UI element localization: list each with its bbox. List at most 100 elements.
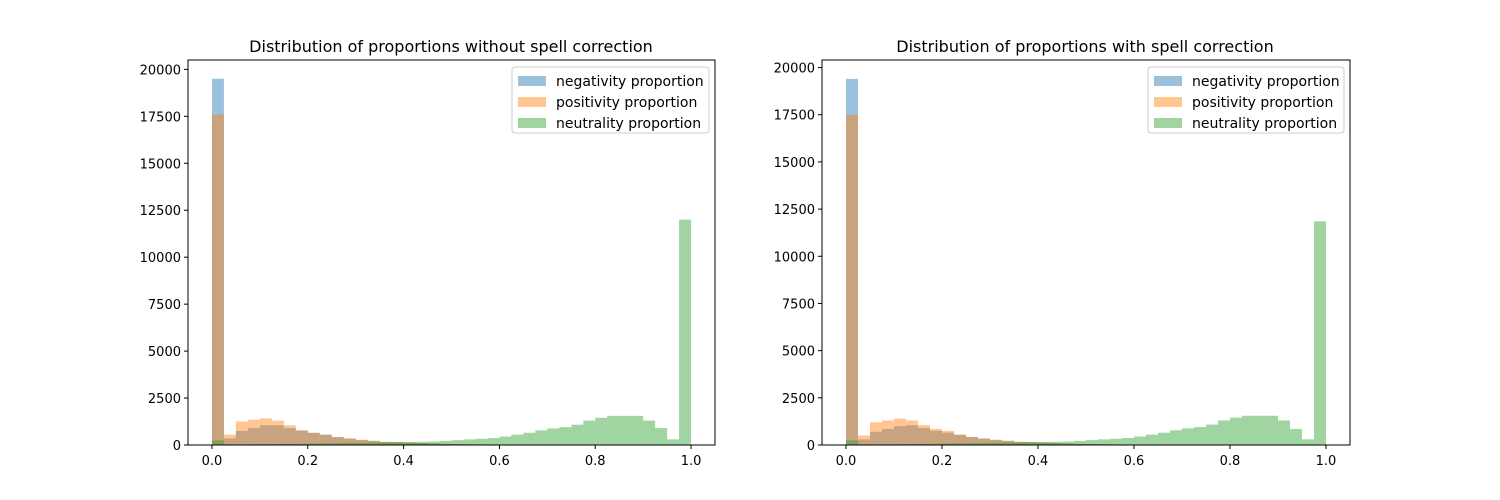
bar-neutrality-38 [1302, 439, 1314, 445]
bar-neutrality-37 [655, 428, 668, 445]
bar-neutrality-39 [1314, 221, 1326, 445]
bars-group [211, 78, 692, 446]
bar-positivity-5 [906, 420, 918, 445]
bar-neutrality-12 [990, 442, 1002, 445]
bar-negativity-19 [439, 443, 452, 445]
legend: negativity proportion positivity proporti… [511, 66, 710, 134]
bar-neutrality-0 [211, 440, 224, 445]
bar-neutrality-19 [439, 440, 452, 445]
bar-positivity-13 [367, 440, 380, 445]
bar-negativity-9 [954, 434, 966, 445]
bar-negativity-17 [1050, 443, 1062, 445]
bar-negativity-7 [930, 430, 942, 445]
bar-negativity-1 [223, 438, 236, 445]
bar-positivity-2 [870, 422, 882, 445]
bar-neutrality-16 [1038, 441, 1050, 445]
bar-neutrality-6 [918, 443, 930, 445]
x-tick-label: 0.4 [1028, 454, 1049, 469]
bar-neutrality-17 [1050, 441, 1062, 445]
bar-negativity-12 [990, 439, 1002, 445]
bar-negativity-12 [355, 439, 368, 445]
bar-negativity-8 [307, 432, 320, 445]
bar-positivity-1 [858, 435, 870, 445]
bar-neutrality-14 [379, 442, 392, 445]
bar-neutrality-33 [607, 415, 620, 445]
y-tick-label: 5000 [148, 345, 181, 360]
bar-neutrality-35 [1266, 415, 1278, 445]
bar-positivity-11 [343, 438, 356, 445]
bar-neutrality-33 [1242, 415, 1254, 445]
legend-box [1147, 66, 1345, 134]
bar-negativity-11 [978, 438, 990, 445]
bar-neutrality-28 [547, 428, 560, 445]
bar-neutrality-10 [966, 443, 978, 445]
y-tick-label: 15000 [774, 156, 815, 171]
x-tick-label: 0.8 [1220, 454, 1241, 469]
bar-positivity-11 [978, 438, 990, 445]
bar-positivity-15 [391, 442, 404, 445]
bar-neutrality-23 [1122, 438, 1134, 445]
chart-without-spell-correction: Distribution of proportions without spel… [140, 37, 716, 469]
bar-neutrality-16 [403, 441, 416, 445]
bar-negativity-15 [1026, 442, 1038, 445]
bar-negativity-1 [858, 439, 870, 445]
bar-neutrality-18 [1062, 441, 1074, 445]
y-tick-label: 17500 [774, 109, 815, 124]
bar-negativity-10 [966, 437, 978, 445]
bar-neutrality-13 [1002, 442, 1014, 445]
bar-neutrality-30 [1206, 424, 1218, 445]
bar-positivity-16 [1038, 442, 1050, 445]
bar-negativity-11 [343, 438, 356, 445]
bar-neutrality-24 [1134, 436, 1146, 445]
bar-neutrality-9 [319, 443, 332, 445]
bar-negativity-19 [1074, 443, 1086, 445]
x-tick-label: 0.4 [393, 454, 414, 469]
bar-neutrality-38 [667, 439, 680, 445]
bar-positivity-0 [846, 114, 858, 445]
bar-neutrality-6 [283, 443, 296, 445]
x-tick-label: 0.6 [489, 454, 510, 469]
bar-neutrality-37 [1290, 428, 1302, 445]
bar-negativity-6 [918, 428, 930, 445]
bar-negativity-6 [283, 428, 296, 445]
legend-swatch-negativity [1154, 76, 1182, 86]
bar-neutrality-22 [1110, 438, 1122, 445]
bar-negativity-18 [1062, 443, 1074, 445]
bar-neutrality-15 [391, 442, 404, 445]
bar-neutrality-7 [930, 443, 942, 445]
bar-neutrality-11 [978, 442, 990, 445]
bar-positivity-1 [223, 434, 236, 445]
bar-positivity-9 [954, 434, 966, 445]
bar-neutrality-0 [846, 440, 858, 445]
bar-neutrality-35 [631, 415, 644, 445]
bar-neutrality-20 [1086, 440, 1098, 445]
chart-title: Distribution of proportions with spell c… [896, 37, 1273, 56]
bar-negativity-14 [379, 441, 392, 445]
bar-neutrality-15 [1026, 442, 1038, 445]
bar-positivity-17 [1050, 443, 1062, 445]
bar-negativity-13 [1002, 440, 1014, 445]
bar-positivity-3 [882, 420, 894, 445]
bar-neutrality-7 [295, 443, 308, 445]
y-tick-label: 0 [807, 439, 815, 454]
bar-neutrality-29 [559, 427, 572, 445]
y-tick-label: 17500 [140, 110, 181, 125]
y-tick-label: 7500 [782, 297, 815, 312]
legend-label-positivity: positivity proportion [1192, 95, 1333, 111]
bar-negativity-4 [894, 426, 906, 445]
x-axis: 0.0 0.2 0.4 0.6 0.8 1.0 [836, 445, 1336, 469]
bar-neutrality-25 [1146, 434, 1158, 445]
x-tick-label: 1.0 [681, 454, 702, 469]
bar-neutrality-36 [643, 420, 656, 445]
y-tick-label: 7500 [148, 298, 181, 313]
legend-label-negativity: negativity proportion [556, 74, 704, 90]
bar-positivity-19 [439, 443, 452, 445]
bar-neutrality-27 [535, 430, 548, 445]
legend: negativity proportion positivity proporti… [1147, 66, 1345, 134]
bar-positivity-15 [1026, 442, 1038, 445]
bar-neutrality-34 [619, 415, 632, 445]
bar-negativity-3 [247, 428, 260, 445]
chart-with-spell-correction: Distribution of proportions with spell c… [774, 37, 1351, 469]
bar-neutrality-19 [1074, 440, 1086, 445]
bar-positivity-14 [1014, 441, 1026, 445]
